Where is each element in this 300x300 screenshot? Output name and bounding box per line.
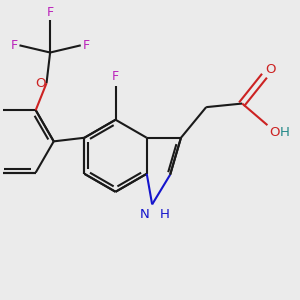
Text: H: H xyxy=(279,126,289,139)
Text: F: F xyxy=(112,70,119,83)
Text: O: O xyxy=(266,63,276,76)
Text: H: H xyxy=(160,208,170,221)
Text: O: O xyxy=(269,126,280,139)
Text: F: F xyxy=(46,5,54,19)
Text: F: F xyxy=(11,39,18,52)
Text: F: F xyxy=(82,39,89,52)
Text: N: N xyxy=(140,208,150,221)
Text: O: O xyxy=(35,77,46,90)
